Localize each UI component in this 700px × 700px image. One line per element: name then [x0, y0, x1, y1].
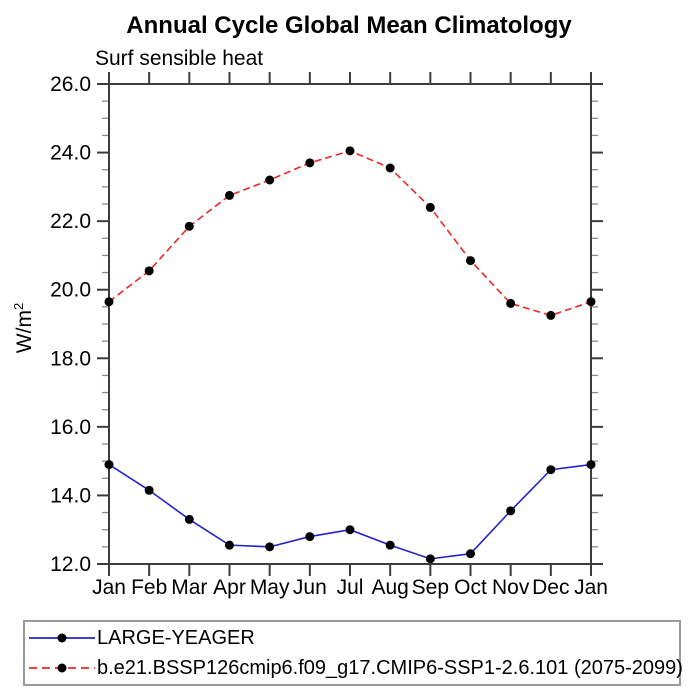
plot-border: [108, 83, 592, 565]
data-point-marker: [425, 202, 435, 212]
series-line-1: [108, 150, 592, 317]
legend-label: LARGE-YEAGER: [97, 626, 255, 649]
legend-label: b.e21.BSSP126cmip6.f09_g17.CMIP6-SSP1-2.…: [97, 656, 683, 679]
x-tick-label: Jul: [337, 576, 364, 599]
x-tick-label: Apr: [213, 576, 246, 599]
data-point-marker: [345, 146, 355, 156]
data-point-marker: [546, 465, 556, 475]
data-point-marker: [184, 514, 194, 524]
y-tick-label: 24.0: [50, 142, 91, 165]
y-tick-label: 16.0: [50, 416, 91, 439]
data-point-marker: [586, 460, 596, 470]
y-tick-label: 14.0: [50, 484, 91, 507]
y-tick-label: 12.0: [50, 553, 91, 576]
data-point-marker: [225, 190, 234, 200]
data-point-marker: [466, 256, 475, 266]
data-point-marker: [265, 175, 275, 185]
data-point-marker: [345, 525, 355, 535]
data-point-marker: [104, 460, 114, 470]
data-point-marker: [144, 266, 154, 276]
chart-title: Annual Cycle Global Mean Climatology: [126, 12, 572, 39]
x-tick-label: Dec: [532, 576, 569, 599]
data-point-marker: [466, 549, 475, 559]
x-tick-label: Mar: [171, 576, 207, 599]
data-point-marker: [305, 158, 315, 168]
data-point-marker: [586, 297, 596, 307]
x-tick-label: Sep: [412, 576, 449, 599]
data-point-marker: [144, 485, 154, 495]
series-line-0: [108, 463, 592, 560]
y-tick-label: 18.0: [50, 347, 91, 370]
data-point-marker: [506, 298, 516, 308]
data-point-marker: [305, 532, 315, 542]
x-tick-label: Aug: [371, 576, 408, 599]
x-tick-label: Oct: [454, 576, 487, 599]
data-point-marker: [385, 163, 395, 173]
y-tick-label: 22.0: [50, 210, 91, 233]
x-tick-label: Jun: [293, 576, 327, 599]
x-tick-label: Jan: [574, 576, 608, 599]
data-point-marker: [425, 554, 435, 564]
data-point-marker: [184, 221, 194, 231]
x-tick-label: May: [250, 576, 290, 599]
data-point-marker: [385, 540, 395, 550]
legend-row: LARGE-YEAGER: [25, 624, 679, 652]
legend-line-sample-solid: [29, 633, 95, 643]
data-point-marker: [506, 506, 516, 516]
x-tick-label: Jan: [92, 576, 126, 599]
data-point-marker: [546, 310, 556, 320]
x-tick-label: Nov: [492, 576, 530, 599]
data-point-marker: [104, 297, 114, 307]
y-tick-label: 20.0: [50, 279, 91, 302]
legend: LARGE-YEAGER b.e21.BSSP126cmip6.f09_g17.…: [23, 620, 683, 686]
y-tick-label: 26.0: [50, 73, 91, 96]
legend-line-sample-dashed: [29, 663, 95, 673]
data-point-marker: [265, 542, 275, 552]
legend-row: b.e21.BSSP126cmip6.f09_g17.CMIP6-SSP1-2.…: [25, 654, 683, 682]
x-tick-label: Feb: [131, 576, 167, 599]
chart-subtitle: Surf sensible heat: [95, 47, 264, 70]
data-point-marker: [225, 540, 234, 550]
